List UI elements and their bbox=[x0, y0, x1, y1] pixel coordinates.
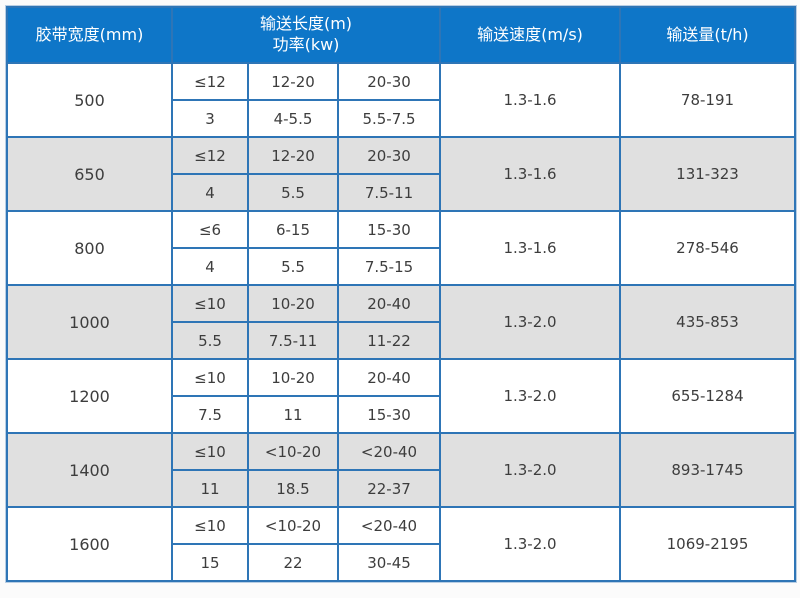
power-cell: 5.5-7.5 bbox=[337, 99, 441, 138]
header-power-line: 功率(kw) bbox=[272, 35, 340, 54]
belt-width-cell: 650 bbox=[6, 136, 173, 212]
length-cell: 10-20 bbox=[247, 358, 339, 397]
capacity-cell: 435-853 bbox=[619, 284, 796, 360]
header-row: 胶带宽度(mm) 输送长度(m) 功率(kw) 输送速度(m/s) 输送量(t/… bbox=[6, 6, 796, 64]
length-cell: 20-30 bbox=[337, 136, 441, 175]
table-header: 胶带宽度(mm) 输送长度(m) 功率(kw) 输送速度(m/s) 输送量(t/… bbox=[6, 6, 796, 64]
length-cell: 20-40 bbox=[337, 284, 441, 323]
row-650-length: 650 ≤12 12-20 20-30 1.3-1.6 131-323 bbox=[6, 136, 796, 212]
power-cell: 4 bbox=[171, 247, 249, 286]
row-800-power: 4 5.5 7.5-15 bbox=[7, 247, 795, 286]
length-cell: 10-20 bbox=[247, 284, 339, 323]
header-length-line: 输送长度(m) bbox=[259, 14, 353, 34]
length-cell: 12-20 bbox=[247, 136, 339, 175]
capacity-cell: 893-1745 bbox=[619, 432, 796, 508]
conveyor-spec-table: 胶带宽度(mm) 输送长度(m) 功率(kw) 输送速度(m/s) 输送量(t/… bbox=[6, 6, 796, 582]
power-cell: 15-30 bbox=[337, 395, 441, 434]
length-cell: 20-30 bbox=[337, 62, 441, 101]
row-1600-length: 1600 ≤10 <10-20 <20-40 1.3-2.0 1069-2195 bbox=[6, 506, 796, 582]
row-1000-power: 5.5 7.5-11 11-22 bbox=[7, 321, 795, 360]
belt-width-cell: 800 bbox=[6, 210, 173, 286]
length-cell: ≤10 bbox=[171, 432, 249, 471]
length-cell: <10-20 bbox=[247, 506, 339, 545]
row-800-length: 800 ≤6 6-15 15-30 1.3-1.6 278-546 bbox=[6, 210, 796, 286]
capacity-cell: 131-323 bbox=[619, 136, 796, 212]
power-cell: 7.5-11 bbox=[247, 321, 339, 360]
speed-cell: 1.3-2.0 bbox=[439, 432, 621, 508]
power-cell: 18.5 bbox=[247, 469, 339, 508]
power-cell: 7.5 bbox=[171, 395, 249, 434]
capacity-cell: 278-546 bbox=[619, 210, 796, 286]
spec-table-container: 胶带宽度(mm) 输送长度(m) 功率(kw) 输送速度(m/s) 输送量(t/… bbox=[6, 6, 796, 582]
header-capacity: 输送量(t/h) bbox=[619, 6, 796, 64]
belt-width-cell: 1400 bbox=[6, 432, 173, 508]
length-cell: <20-40 bbox=[337, 432, 441, 471]
length-cell: ≤12 bbox=[171, 136, 249, 175]
power-cell: 5.5 bbox=[171, 321, 249, 360]
length-cell: 20-40 bbox=[337, 358, 441, 397]
speed-cell: 1.3-2.0 bbox=[439, 358, 621, 434]
row-1400-length: 1400 ≤10 <10-20 <20-40 1.3-2.0 893-1745 bbox=[6, 432, 796, 508]
capacity-cell: 1069-2195 bbox=[619, 506, 796, 582]
belt-width-cell: 1000 bbox=[6, 284, 173, 360]
power-cell: 4 bbox=[171, 173, 249, 212]
power-cell: 30-45 bbox=[337, 543, 441, 582]
length-cell: <20-40 bbox=[337, 506, 441, 545]
length-cell: ≤6 bbox=[171, 210, 249, 249]
speed-cell: 1.3-1.6 bbox=[439, 62, 621, 138]
power-cell: 22 bbox=[247, 543, 339, 582]
power-cell: 7.5-15 bbox=[337, 247, 441, 286]
length-cell: ≤10 bbox=[171, 506, 249, 545]
speed-cell: 1.3-1.6 bbox=[439, 136, 621, 212]
power-cell: 11 bbox=[171, 469, 249, 508]
power-cell: 7.5-11 bbox=[337, 173, 441, 212]
header-belt-width: 胶带宽度(mm) bbox=[6, 6, 173, 64]
length-cell: 15-30 bbox=[337, 210, 441, 249]
belt-width-cell: 500 bbox=[6, 62, 173, 138]
speed-cell: 1.3-2.0 bbox=[439, 284, 621, 360]
length-cell: ≤12 bbox=[171, 62, 249, 101]
row-1200-length: 1200 ≤10 10-20 20-40 1.3-2.0 655-1284 bbox=[6, 358, 796, 434]
length-cell: 12-20 bbox=[247, 62, 339, 101]
header-length-power: 输送长度(m) 功率(kw) bbox=[171, 6, 441, 64]
speed-cell: 1.3-2.0 bbox=[439, 506, 621, 582]
power-cell: 5.5 bbox=[247, 247, 339, 286]
row-650-power: 4 5.5 7.5-11 bbox=[7, 173, 795, 212]
capacity-cell: 655-1284 bbox=[619, 358, 796, 434]
belt-width-cell: 1600 bbox=[6, 506, 173, 582]
power-cell: 11 bbox=[247, 395, 339, 434]
table-body: 500 ≤12 12-20 20-30 1.3-1.6 78-191 3 4-5… bbox=[6, 62, 796, 582]
power-cell: 15 bbox=[171, 543, 249, 582]
power-cell: 11-22 bbox=[337, 321, 441, 360]
power-cell: 3 bbox=[171, 99, 249, 138]
row-1600-power: 15 22 30-45 bbox=[7, 543, 795, 582]
power-cell: 22-37 bbox=[337, 469, 441, 508]
row-500-power: 3 4-5.5 5.5-7.5 bbox=[7, 99, 795, 138]
row-1200-power: 7.5 11 15-30 bbox=[7, 395, 795, 434]
row-1400-power: 11 18.5 22-37 bbox=[7, 469, 795, 508]
speed-cell: 1.3-1.6 bbox=[439, 210, 621, 286]
length-cell: 6-15 bbox=[247, 210, 339, 249]
length-cell: ≤10 bbox=[171, 358, 249, 397]
belt-width-cell: 1200 bbox=[6, 358, 173, 434]
header-speed: 输送速度(m/s) bbox=[439, 6, 621, 64]
power-cell: 4-5.5 bbox=[247, 99, 339, 138]
capacity-cell: 78-191 bbox=[619, 62, 796, 138]
length-cell: ≤10 bbox=[171, 284, 249, 323]
row-500-length: 500 ≤12 12-20 20-30 1.3-1.6 78-191 bbox=[6, 62, 796, 138]
row-1000-length: 1000 ≤10 10-20 20-40 1.3-2.0 435-853 bbox=[6, 284, 796, 360]
power-cell: 5.5 bbox=[247, 173, 339, 212]
length-cell: <10-20 bbox=[247, 432, 339, 471]
